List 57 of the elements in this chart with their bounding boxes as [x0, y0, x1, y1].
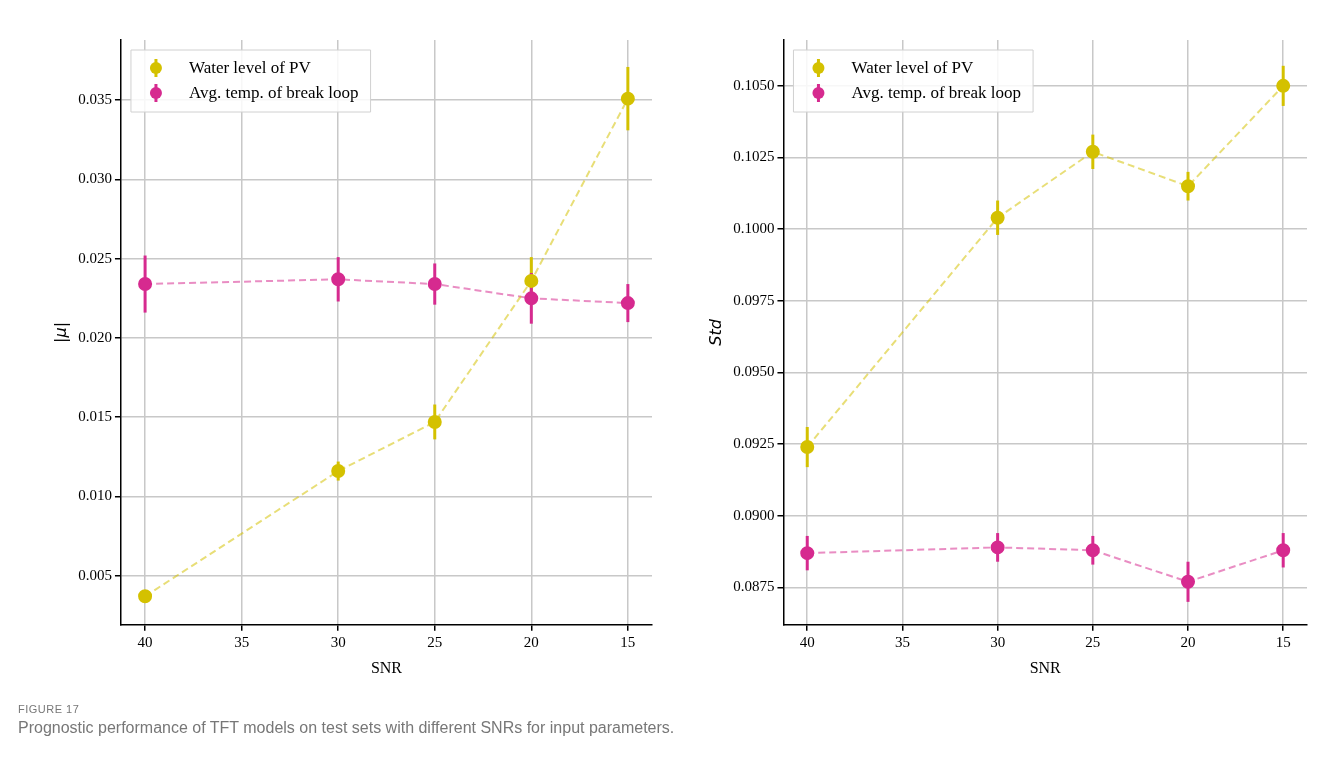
text: Prognostic performance of TFT models on test sets with different SNRs for input parameters.	[18, 719, 676, 737]
x-tick-label: 15	[1275, 633, 1291, 650]
point	[800, 546, 815, 561]
point	[138, 589, 153, 604]
point	[620, 296, 635, 311]
point	[1085, 144, 1100, 159]
caption: FIGURE 17	[18, 703, 81, 715]
point	[1276, 543, 1291, 558]
point	[524, 291, 539, 306]
x-tick-label: 35	[234, 633, 250, 650]
y-tick-label: 0.015	[78, 408, 112, 425]
y-tick-label: 0.025	[78, 249, 112, 266]
point	[1181, 179, 1196, 194]
y-tick-label: 0.0975	[733, 291, 775, 308]
y-tick-label: 0.010	[78, 487, 112, 504]
point	[620, 91, 635, 106]
y-tick-label: 0.0875	[733, 578, 775, 595]
x-tick-label: 35	[894, 633, 910, 650]
x-tick-label: 30	[330, 633, 346, 650]
legend-label: Water level of PV	[851, 58, 975, 78]
point	[427, 414, 442, 429]
x-tick-label: 15	[620, 633, 636, 650]
x-tick-label: 20	[523, 633, 539, 650]
y-tick-label: 0.0925	[733, 435, 775, 452]
y-tick-label: 0.035	[78, 91, 112, 108]
y-tick-label: 0.020	[78, 328, 112, 345]
point	[1276, 78, 1291, 93]
y-axis-title: |μ|	[50, 321, 70, 343]
point	[800, 440, 815, 455]
y-axis-title: Std	[705, 318, 725, 346]
point	[331, 272, 346, 287]
x-axis-title: SNR	[370, 658, 403, 676]
point	[331, 464, 346, 479]
point	[524, 273, 539, 288]
point	[990, 210, 1005, 225]
y-tick-label: 0.005	[78, 566, 112, 583]
y-tick-label: 0.0900	[733, 506, 775, 523]
y-tick-label: 0.0950	[733, 363, 775, 380]
y-tick-label: 0.1000	[733, 220, 775, 237]
legend-label: Water level of PV	[188, 58, 312, 78]
point	[427, 277, 442, 292]
point	[1181, 574, 1196, 589]
point	[1085, 543, 1100, 558]
legend-label: Avg. temp. of break loop	[188, 83, 359, 103]
x-axis-title: SNR	[1029, 658, 1062, 676]
x-tick-label: 40	[799, 633, 815, 650]
x-tick-label: 25	[427, 633, 443, 650]
x-tick-label: 25	[1085, 633, 1101, 650]
x-tick-label: 20	[1180, 633, 1196, 650]
point	[990, 540, 1005, 555]
y-tick-label: 0.1025	[733, 148, 775, 165]
x-tick-label: 30	[990, 633, 1006, 650]
legend-label: Avg. temp. of break loop	[851, 83, 1022, 103]
y-tick-label: 0.1050	[733, 76, 775, 93]
y-tick-label: 0.030	[78, 170, 112, 187]
x-tick-label: 40	[137, 633, 153, 650]
point	[138, 277, 153, 292]
